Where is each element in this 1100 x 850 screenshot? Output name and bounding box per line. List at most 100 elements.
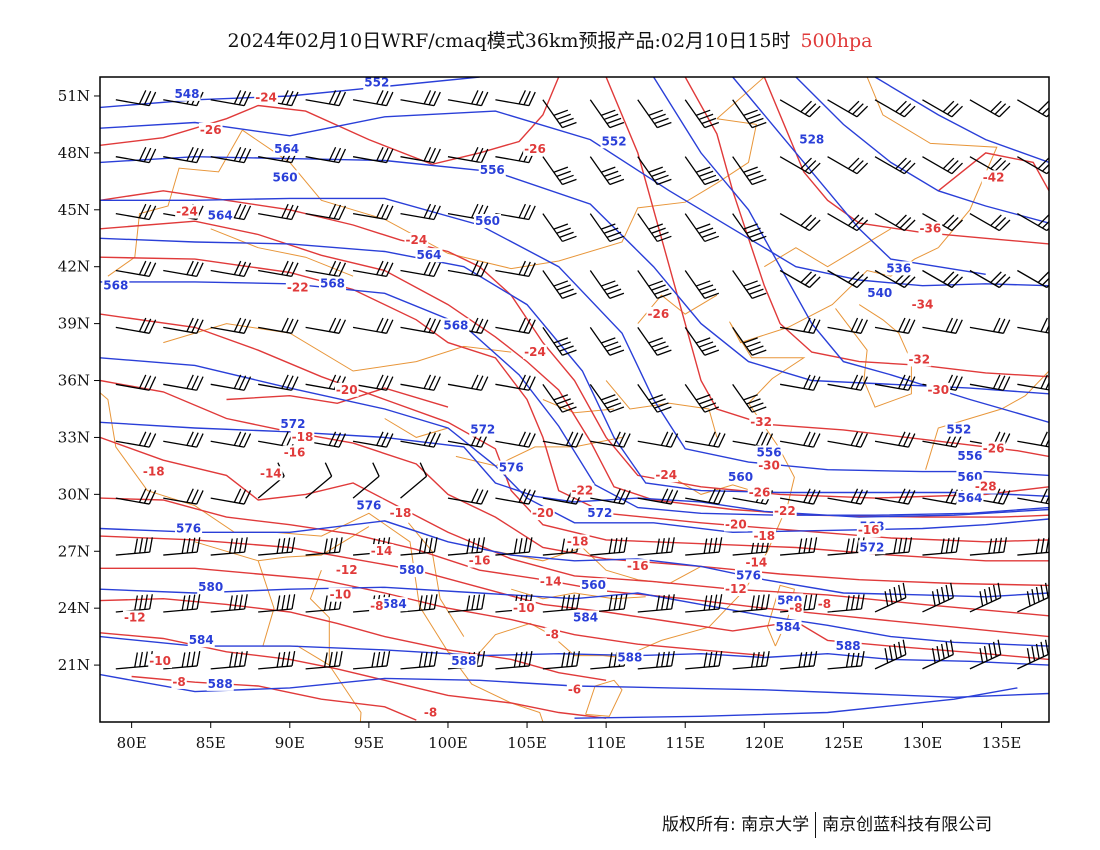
temperature-contour <box>684 77 1049 378</box>
temperature-contour-label: -18 <box>143 464 165 478</box>
wind-barb <box>542 327 577 356</box>
height-contour-label: 556 <box>957 449 982 463</box>
wind-barb <box>353 651 391 670</box>
wind-barb <box>495 374 536 391</box>
temperature-contour-label: -18 <box>567 535 589 549</box>
wind-barb <box>163 317 204 334</box>
height-contour-label: 584 <box>189 633 214 647</box>
wind-barb <box>115 260 157 278</box>
wind-barb <box>210 374 252 391</box>
temperature-contour-label: -22 <box>774 504 796 518</box>
temperature-contour-label: -26 <box>200 123 222 137</box>
temperature-contour-label: -16 <box>627 559 649 573</box>
temperature-contour-label: -18 <box>390 506 412 520</box>
wind-barb <box>400 374 441 391</box>
wind-barb <box>969 374 1011 391</box>
temperature-contour-label: -10 <box>330 588 352 602</box>
wind-barb <box>400 537 438 556</box>
wind-barb <box>685 594 723 613</box>
wind-barb <box>210 431 252 448</box>
wind-barb <box>969 537 1008 556</box>
wind-barb <box>1017 317 1049 334</box>
wind-barb <box>779 99 821 118</box>
height-contour-label: 552 <box>602 134 627 148</box>
wind-barb <box>447 537 486 556</box>
wind-barb <box>637 327 672 356</box>
height-contour <box>653 77 1049 423</box>
height-contour <box>100 586 1049 647</box>
boundary-line <box>242 118 757 270</box>
wind-barb <box>637 594 675 613</box>
wind-barb <box>115 651 153 670</box>
wind-barb <box>874 431 916 448</box>
wind-barb <box>495 260 536 278</box>
copyright-company: 南京创蓝科技有限公司 <box>822 815 993 835</box>
boundary-line <box>835 304 912 408</box>
wind-barb <box>874 488 916 505</box>
height-contour-label: 552 <box>364 75 389 89</box>
wind-barb <box>969 99 1011 118</box>
height-contour <box>100 197 1049 477</box>
wind-barb <box>305 537 343 556</box>
wind-barb <box>210 146 252 164</box>
temperature-contour-label: -8 <box>818 597 831 611</box>
height-contour-label: 540 <box>867 286 892 300</box>
wind-barb <box>732 594 770 613</box>
temperature-contour <box>763 77 1049 245</box>
wind-barb <box>732 383 767 413</box>
boundary-line <box>100 247 939 662</box>
wind-barb <box>495 431 536 448</box>
wind-barb <box>780 374 821 391</box>
wind-barb <box>258 651 296 670</box>
wind-barb <box>163 488 204 505</box>
wind-barb <box>685 431 726 448</box>
temperature-contour-label: -30 <box>758 459 780 473</box>
wind-barb <box>542 270 577 299</box>
wind-barb <box>400 462 428 499</box>
lat-tick-label: 33N <box>58 428 90 446</box>
height-contour-label: 556 <box>480 163 505 177</box>
temperature-contour-label: -22 <box>287 280 309 294</box>
wind-barb <box>400 203 441 221</box>
wind-barb <box>495 203 536 221</box>
wind-barb <box>163 374 204 391</box>
wind-barb <box>780 488 821 505</box>
wind-barb <box>1017 582 1049 613</box>
wind-barb <box>305 146 347 164</box>
wind-barb <box>684 327 720 356</box>
lon-tick-label: 85E <box>196 734 226 752</box>
boundary-line <box>455 436 623 467</box>
lon-tick-label: 130E <box>903 734 943 752</box>
temperature-contour-label: -8 <box>172 675 185 689</box>
wind-barb <box>163 431 204 448</box>
wind-barb <box>115 431 157 448</box>
lat-tick-label: 42N <box>58 258 90 276</box>
wind-barb <box>258 260 299 278</box>
wind-barb <box>447 146 489 164</box>
wind-barb <box>779 213 821 232</box>
temperature-contour <box>937 152 1049 192</box>
temperature-contour-label: -26 <box>749 485 771 499</box>
wind-barb <box>258 537 296 556</box>
wind-barb <box>495 488 536 505</box>
wind-barb <box>684 156 720 186</box>
boundary-line <box>925 370 1049 470</box>
height-contour-label: 576 <box>499 461 524 475</box>
height-contour-label: 564 <box>208 208 233 222</box>
temperature-contour-label: -32 <box>750 415 772 429</box>
footer-separator <box>815 812 817 838</box>
lon-tick-label: 135E <box>982 734 1022 752</box>
height-contour-label: 560 <box>581 578 606 592</box>
height-contour <box>100 237 1049 497</box>
wind-barb <box>400 594 438 613</box>
contour-labels: 548 552 552 528 564 560 556 564 560 564 536 568 568 5… <box>102 75 1006 720</box>
wind-barb <box>780 537 818 556</box>
wind-barb <box>637 537 675 556</box>
lat-tick-label: 51N <box>58 87 90 105</box>
lon-tick-label: 95E <box>354 734 384 752</box>
wind-barb <box>684 213 720 243</box>
plot-frame <box>99 76 1050 723</box>
wind-barb <box>779 269 821 289</box>
wind-barb <box>589 156 625 186</box>
wind-barb <box>542 651 580 670</box>
